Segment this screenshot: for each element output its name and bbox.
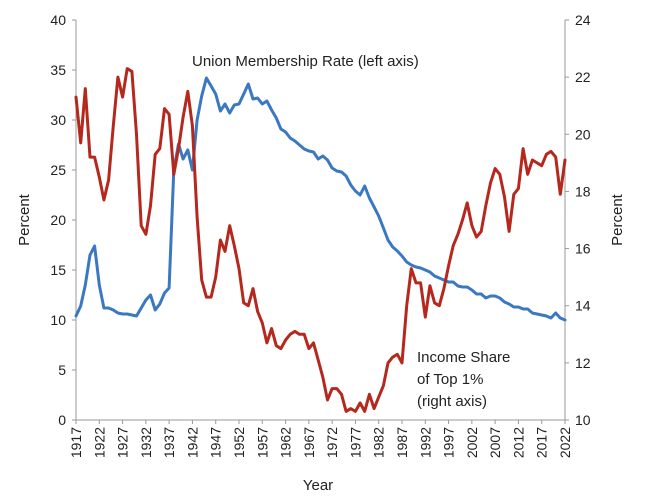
- right-tick-label: 10: [575, 412, 591, 428]
- left-axis-title: Percent: [16, 193, 33, 246]
- left-tick-label: 5: [58, 362, 66, 378]
- x-tick-label: 2002: [464, 427, 480, 458]
- union-series-annotation: Union Membership Rate (left axis): [192, 53, 419, 70]
- x-tick-label: 1937: [161, 427, 177, 458]
- x-tick-label: 1952: [231, 427, 247, 458]
- x-tick-label: 2012: [510, 427, 526, 458]
- right-tick-label: 20: [575, 126, 591, 142]
- x-tick-label: 1947: [208, 427, 224, 458]
- right-tick-label: 22: [575, 69, 591, 85]
- left-tick-label: 35: [50, 62, 66, 78]
- x-tick-label: 1982: [371, 427, 387, 458]
- left-tick-label: 0: [58, 412, 66, 428]
- x-tick-label: 1972: [324, 427, 340, 458]
- x-tick-label: 1987: [394, 427, 410, 458]
- x-axis-ticks: 1917 1922 1927 1932 1937 1942 1947 1952 1957 1962…: [68, 420, 573, 458]
- income-share-line: [74, 67, 567, 413]
- x-tick-label: 1992: [417, 427, 433, 458]
- income-series-annotation-line3: (right axis): [417, 393, 487, 410]
- left-tick-label: 20: [50, 212, 66, 228]
- x-tick-label: 1942: [184, 427, 200, 458]
- x-tick-label: 1967: [301, 427, 317, 458]
- x-tick-label: 1932: [138, 427, 154, 458]
- x-tick-label: 1977: [347, 427, 363, 458]
- income-series-annotation-line1: Income Share: [417, 349, 510, 366]
- x-tick-label: 1922: [91, 427, 107, 458]
- x-tick-label: 2017: [534, 427, 550, 458]
- x-tick-label: 1917: [68, 427, 84, 458]
- x-tick-label: 1997: [441, 427, 457, 458]
- x-tick-label: 1962: [278, 427, 294, 458]
- right-tick-label: 12: [575, 355, 591, 371]
- left-tick-label: 10: [50, 312, 66, 328]
- right-axis-title: Percent: [609, 193, 626, 246]
- left-axis-ticks: 0 5 10 15 20 25 30 35 40: [50, 12, 76, 428]
- x-tick-label: 1927: [115, 427, 131, 458]
- left-tick-label: 30: [50, 112, 66, 128]
- x-tick-label: 1957: [254, 427, 270, 458]
- x-tick-label: 2022: [557, 427, 573, 458]
- right-tick-label: 18: [575, 183, 591, 199]
- right-tick-label: 14: [575, 298, 591, 314]
- union-membership-line: [74, 76, 567, 322]
- right-tick-label: 24: [575, 12, 591, 28]
- left-tick-label: 15: [50, 262, 66, 278]
- left-tick-label: 25: [50, 162, 66, 178]
- right-axis-ticks: 10 12 14 16 18 20 22 24: [565, 12, 591, 428]
- left-tick-label: 40: [50, 12, 66, 28]
- income-series-annotation-line2: of Top 1%: [417, 371, 483, 388]
- right-tick-label: 16: [575, 241, 591, 257]
- x-axis-title: Year: [303, 477, 333, 494]
- x-tick-label: 2007: [487, 427, 503, 458]
- series-layer: [74, 67, 567, 413]
